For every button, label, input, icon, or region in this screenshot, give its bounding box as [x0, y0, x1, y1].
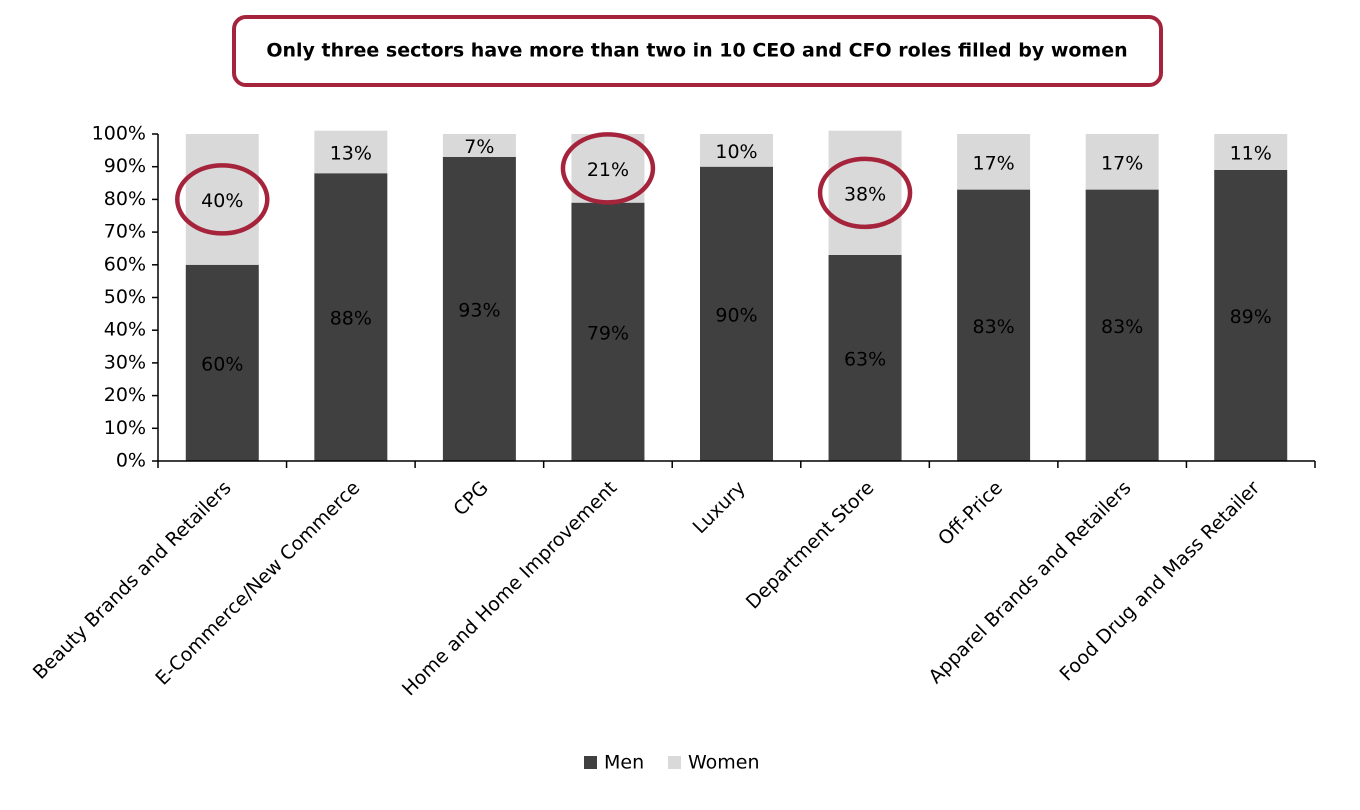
x-tick-label: Department Store	[742, 477, 879, 614]
data-label: 17%	[972, 152, 1014, 174]
data-label: 79%	[587, 322, 629, 344]
y-tick-label: 90%	[104, 155, 146, 177]
y-tick-label: 0%	[116, 450, 146, 472]
y-tick-label: 60%	[104, 253, 146, 275]
y-tick-label: 10%	[104, 417, 146, 439]
x-tick-label: Apparel Brands and Retailers	[924, 477, 1135, 688]
data-label: 88%	[330, 308, 372, 330]
bar-segment	[957, 189, 1031, 461]
x-tick-label: Home and Home Improvement	[398, 477, 621, 700]
data-label: 93%	[458, 299, 500, 321]
x-tick-label: Luxury	[689, 477, 750, 538]
data-label: 38%	[844, 183, 886, 205]
bar-segment	[828, 254, 902, 461]
x-tick-label: E-Commerce/New Commerce	[151, 477, 364, 690]
bar-segment	[700, 134, 773, 167]
title-box	[232, 15, 1163, 87]
bar-segment	[314, 130, 388, 174]
bar-segment	[314, 173, 388, 462]
bar-segment	[442, 156, 516, 461]
bar-segment	[1214, 169, 1288, 461]
data-label: 13%	[330, 142, 372, 164]
bar-segment	[185, 134, 259, 265]
data-label: 83%	[972, 316, 1014, 338]
highlight-circle	[817, 156, 913, 230]
x-tick-label: Beauty Brands and Retailers	[29, 477, 236, 684]
y-tick-label: 30%	[104, 351, 146, 373]
bar-segment	[442, 134, 516, 157]
data-label: 11%	[1230, 142, 1272, 164]
bar-segment	[571, 202, 645, 462]
bar-segment	[700, 166, 773, 461]
legend-label: Women	[688, 752, 760, 774]
x-tick-label: Food Drug and Mass Retailer	[1056, 477, 1265, 686]
data-label: 89%	[1230, 306, 1272, 328]
x-tick-label: Off-Price	[934, 477, 1007, 550]
data-label: 63%	[844, 348, 886, 370]
data-label: 21%	[587, 159, 629, 181]
bar-segment	[957, 134, 1031, 190]
legend-swatch	[668, 756, 681, 769]
x-tick-label: CPG	[449, 477, 492, 520]
highlight-circle	[560, 132, 656, 205]
legend-swatch	[584, 756, 597, 769]
data-label: 90%	[715, 304, 757, 326]
data-label: 10%	[715, 141, 757, 163]
chart-title: Only three sectors have more than two in…	[266, 40, 1127, 62]
y-tick-label: 100%	[92, 123, 146, 145]
bar-segment	[1085, 189, 1159, 461]
y-tick-label: 20%	[104, 384, 146, 406]
data-label: 83%	[1101, 316, 1143, 338]
data-label: 17%	[1101, 152, 1143, 174]
bar-segment	[1214, 134, 1288, 170]
y-tick-label: 50%	[104, 286, 146, 308]
highlight-circle	[175, 163, 270, 236]
data-label: 40%	[201, 190, 243, 212]
y-tick-label: 70%	[104, 221, 146, 243]
data-label: 7%	[464, 136, 494, 158]
bar-segment	[185, 264, 259, 461]
bar-segment	[1085, 134, 1159, 190]
data-label: 60%	[201, 353, 243, 375]
bar-segment	[828, 130, 902, 255]
y-tick-label: 80%	[104, 188, 146, 210]
y-tick-label: 40%	[104, 319, 146, 341]
bar-segment	[571, 134, 645, 203]
legend-label: Men	[604, 752, 644, 774]
